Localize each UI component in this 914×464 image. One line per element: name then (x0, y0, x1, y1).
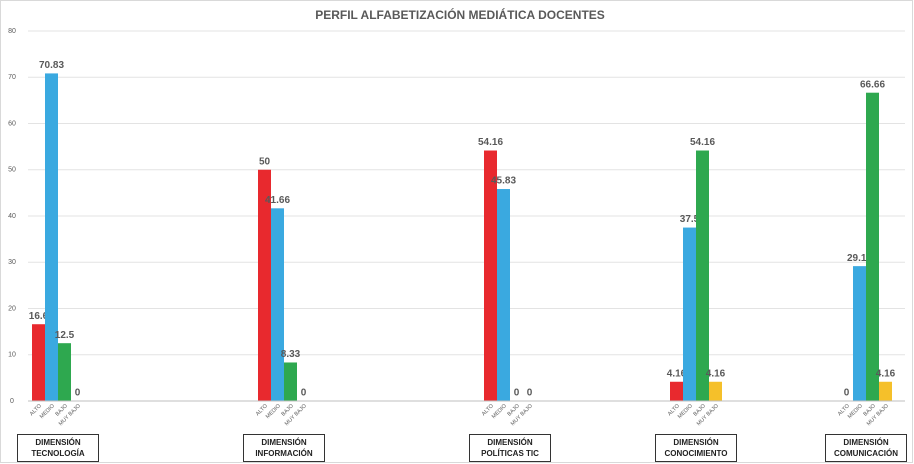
bar (709, 381, 722, 401)
category-label: DIMENSIÓN CONOCIMIENTO (655, 434, 737, 462)
y-tick-label: 60 (8, 120, 16, 127)
value-label: 66.66 (860, 79, 885, 90)
y-tick-label: 40 (8, 213, 16, 220)
value-label: 8.33 (281, 349, 301, 360)
value-label: 70.83 (39, 60, 64, 71)
bar (32, 324, 45, 401)
value-label: 0 (514, 388, 520, 399)
x-sub-label: MEDIO (677, 403, 695, 421)
y-tick-label: 20 (8, 305, 16, 312)
bar (484, 150, 497, 401)
y-tick-label: 30 (8, 259, 16, 266)
bar (879, 381, 892, 401)
category-label: DIMENSIÓN COMUNICACIÓN (825, 434, 907, 462)
bar (58, 343, 71, 401)
value-label: 0 (301, 388, 307, 399)
chart-title: PERFIL ALFABETIZACIÓN MEDIÁTICA DOCENTES (315, 7, 605, 22)
bar (696, 150, 709, 401)
bar (45, 73, 58, 401)
y-tick-label: 0 (10, 398, 14, 405)
y-tick-label: 50 (8, 167, 16, 174)
category-label: DIMENSIÓN INFORMACIÓN (243, 434, 325, 462)
value-label: 54.16 (478, 137, 503, 148)
value-label: 0 (844, 388, 850, 399)
value-label: 45.83 (491, 176, 516, 187)
bar (853, 266, 866, 401)
x-sub-label: MEDIO (39, 403, 57, 421)
value-label: 0 (75, 388, 81, 399)
value-label: 41.66 (265, 195, 290, 206)
value-label: 16.6 (29, 311, 49, 322)
y-tick-label: 80 (8, 28, 16, 35)
value-label: 37.5 (680, 214, 700, 225)
bar (866, 92, 879, 401)
category-label: DIMENSIÓN POLÍTICAS TIC (469, 434, 551, 462)
value-label: 4.16 (667, 368, 687, 379)
bar (258, 169, 271, 401)
value-label: 0 (527, 388, 533, 399)
value-label: 29.16 (847, 253, 872, 264)
bar (271, 208, 284, 401)
category-label: DIMENSIÓN TECNOLOGÍA (17, 434, 99, 462)
value-label: 4.16 (876, 368, 896, 379)
bar (683, 227, 696, 401)
value-label: 4.16 (706, 368, 726, 379)
x-sub-label: MEDIO (847, 403, 865, 421)
x-sub-label: MEDIO (491, 403, 509, 421)
bar (670, 381, 683, 401)
value-label: 12.5 (55, 330, 75, 341)
x-sub-label: MEDIO (265, 403, 283, 421)
bar (497, 189, 510, 401)
value-label: 54.16 (690, 137, 715, 148)
bar (284, 362, 297, 401)
value-label: 50 (259, 156, 271, 167)
y-tick-label: 70 (8, 74, 16, 81)
y-tick-label: 10 (8, 352, 16, 359)
